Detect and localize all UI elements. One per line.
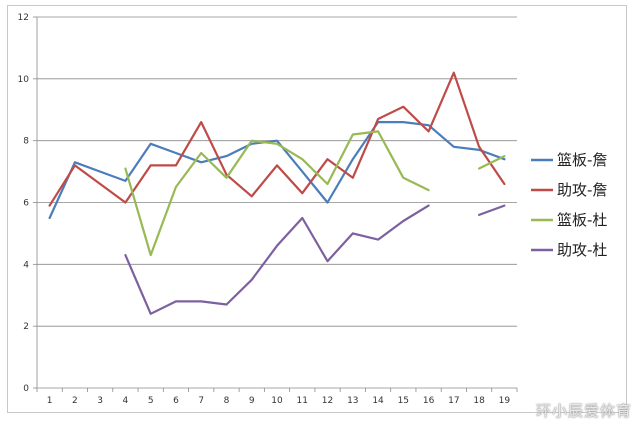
- gridlines: [37, 16, 517, 327]
- legend-label-3: 篮板-杜: [557, 211, 607, 229]
- y-tick-label: 6: [23, 199, 29, 209]
- x-tick-label: 19: [499, 396, 511, 406]
- x-tick-label: 14: [372, 396, 384, 406]
- series-segment: [124, 204, 430, 315]
- x-tick-label: 17: [448, 396, 459, 406]
- y-tick-label: 10: [18, 75, 30, 85]
- x-tick-label: 3: [97, 396, 103, 406]
- x-tick-label: 11: [297, 396, 308, 406]
- axes: [33, 16, 518, 392]
- watermark-text: 环小辰爱体育: [535, 402, 632, 420]
- x-tick-label: 8: [224, 396, 230, 406]
- y-tick-label: 4: [23, 260, 29, 270]
- x-tick-label: 16: [423, 396, 435, 406]
- series-line-1: [48, 120, 506, 220]
- series-segment: [124, 130, 430, 257]
- x-tick-label: 13: [347, 396, 358, 406]
- x-tick-label: 15: [398, 396, 409, 406]
- x-tick-label: 5: [148, 396, 154, 406]
- y-tick-label: 12: [18, 13, 29, 23]
- x-tick-label: 6: [173, 396, 179, 406]
- legend: 篮板-詹助攻-詹篮板-杜助攻-杜: [531, 151, 607, 259]
- series-line-4: [124, 204, 506, 315]
- legend-label-1: 篮板-詹: [557, 151, 607, 169]
- x-tick-label: 9: [249, 396, 255, 406]
- series-segment: [478, 155, 506, 170]
- series-lines: [48, 71, 506, 315]
- legend-label-2: 助攻-詹: [557, 181, 607, 199]
- series-line-3: [124, 130, 506, 257]
- series-segment: [48, 120, 506, 220]
- series-segment: [478, 204, 506, 216]
- x-tick-label: 4: [123, 396, 129, 406]
- y-tick-label: 2: [23, 322, 29, 332]
- y-tick-label: 8: [23, 137, 29, 147]
- x-tick-label: 10: [271, 396, 283, 406]
- y-tick-label: 0: [23, 384, 29, 394]
- series-line-2: [48, 71, 506, 207]
- x-tick-labels: 1 2 3 4 5 6 7 8 9 10 11 12 13 14 15 16 17 18 19: [47, 396, 511, 406]
- x-tick-label: 1: [47, 396, 53, 406]
- y-tick-labels: 0 2 4 6 8 10 12: [18, 13, 30, 394]
- x-tick-label: 18: [473, 396, 485, 406]
- x-tick-label: 7: [198, 396, 204, 406]
- series-segment: [48, 71, 506, 207]
- x-tick-label: 2: [72, 396, 78, 406]
- legend-label-4: 助攻-杜: [557, 241, 607, 259]
- x-tick-label: 12: [322, 396, 333, 406]
- chart-frame: [7, 5, 627, 413]
